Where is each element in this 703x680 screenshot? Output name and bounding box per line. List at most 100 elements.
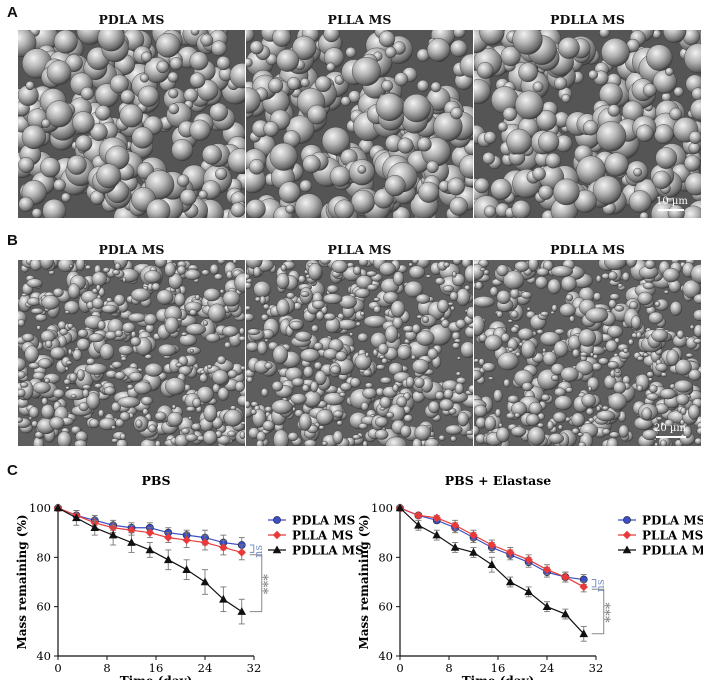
y-tick-label: 60 [378,600,393,614]
sem-image-b-pdlla [474,260,701,446]
legend-marker [273,516,281,524]
data-point [127,526,136,535]
data-point [200,538,210,547]
annotation-ns: ns [252,545,265,558]
legend-label: PDLLA MS [292,544,364,558]
data-point [163,555,173,564]
x-tick-label: 16 [149,661,164,675]
panel-letter-b: B [7,232,18,249]
data-point [579,582,588,592]
panel-a-title-3: PDLLA MS [550,12,625,27]
y-tick-label: 100 [371,501,393,515]
data-point [182,565,191,573]
x-tick-label: 32 [247,661,262,675]
data-point [450,521,460,530]
x-axis-label: Time (day) [120,674,193,680]
scale-bar-b [656,436,686,438]
x-axis-label: Time (day) [462,674,535,680]
legend-marker [623,516,631,524]
data-point [414,520,423,529]
data-point [561,609,570,618]
x-tick-label: 24 [540,661,555,675]
legend-label: PDLA MS [642,514,703,528]
y-tick-label: 80 [378,550,393,564]
x-tick-label: 0 [54,661,61,675]
legend-marker [622,530,632,540]
data-point [219,543,228,552]
data-point [219,594,228,603]
y-tick-label: 60 [36,600,51,614]
data-point [108,530,118,539]
data-point [395,503,405,512]
y-tick-label: 40 [36,649,51,663]
data-point [237,607,247,615]
sem-texture [246,30,473,218]
x-tick-label: 8 [103,661,110,675]
panel-b-title-1: PDLA MS [98,242,165,257]
bracket-ns [249,544,255,553]
panel-a-title-1: PDLA MS [98,12,165,27]
data-point [505,577,515,586]
bracket-stars [591,588,605,635]
x-tick-label: 0 [396,661,403,675]
legend-marker [272,545,282,554]
data-point [90,523,100,532]
annotation-stars: *** [603,602,618,623]
data-point [524,587,533,596]
scale-bar-label-b: 20 µm [654,423,686,434]
annotation-ns: ns [594,579,607,592]
legend-marker [622,545,632,554]
panel-b-title-2: PLLA MS [327,242,392,257]
chart-pbs-elastase: PBS + Elastase 40 60 80 100 0 8 16 24 32 Time (day… [357,473,703,680]
data-point [72,513,81,522]
chart-title: PBS + Elastase [445,473,551,488]
chart-pbs: PBS 40 60 80 100 0 8 16 24 32 Time (day) Mass remai… [15,473,364,680]
data-point [432,530,442,539]
sem-image-a-pdlla [474,30,701,218]
sem-texture [18,260,245,446]
data-point [145,545,155,554]
bracket-stars [249,554,263,613]
annotation-stars: *** [261,574,276,595]
panel-letter-a: A [7,4,18,21]
sem-image-a-plla [246,30,473,218]
data-point [200,577,210,586]
data-point [182,535,191,545]
legend-label: PDLLA MS [642,544,703,558]
scale-bar-a [658,209,684,211]
data-point [53,503,63,512]
data-point [487,560,497,569]
sem-image-a-pdla [18,30,245,218]
data-point [542,565,552,574]
sem-image-b-pdla [18,260,245,446]
bracket-ns [591,579,597,588]
x-tick-label: 24 [198,661,213,675]
legend-marker [272,530,282,540]
legend-label: PLLA MS [292,529,353,543]
data-point [487,540,497,550]
sem-image-b-plla [246,260,473,446]
data-point [579,629,589,638]
y-tick-label: 40 [378,649,393,663]
x-tick-label: 32 [589,661,604,675]
data-point [414,511,423,520]
data-point [542,602,552,610]
scale-bar-label-a: 10 µm [656,196,688,207]
data-point [469,547,478,556]
x-tick-label: 8 [445,661,452,675]
panel-letter-c: C [7,462,18,479]
sem-texture [474,260,701,446]
y-tick-label: 80 [36,550,51,564]
data-point [237,548,246,557]
x-tick-label: 16 [491,661,506,675]
legend-label: PDLA MS [292,514,355,528]
data-point [450,542,460,551]
chart-title: PBS [142,473,171,488]
data-point [524,555,533,564]
panel-b-title-3: PDLLA MS [550,242,625,257]
y-axis-label: Mass remaining (%) [357,514,371,649]
y-axis-label: Mass remaining (%) [15,514,29,649]
y-tick-label: 100 [29,501,51,515]
data-point [127,538,136,546]
sem-texture [246,260,473,446]
